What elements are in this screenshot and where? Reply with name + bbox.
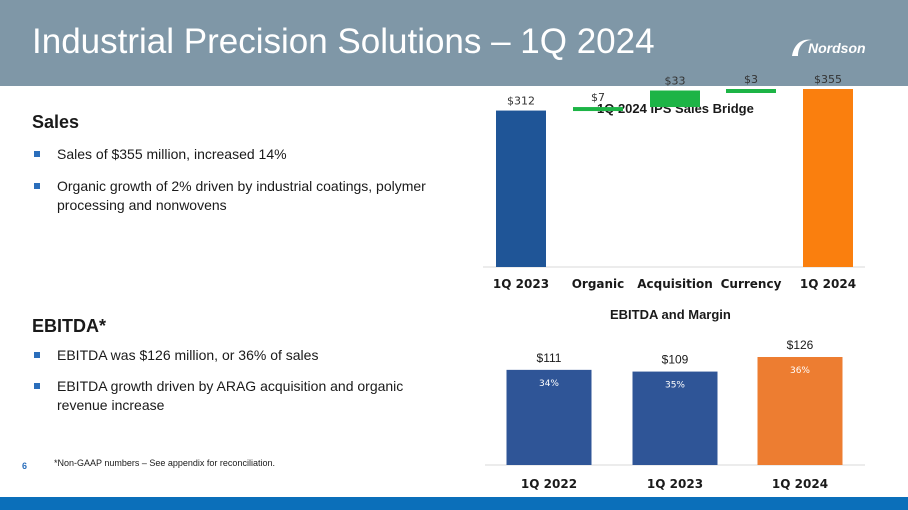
bridge-bar-acquisition bbox=[650, 90, 700, 108]
ebitda-category-label: 1Q 2024 bbox=[772, 477, 828, 491]
bridge-value-label: $3 bbox=[744, 73, 758, 86]
sales-bullet-2-text: Organic growth of 2% driven by industria… bbox=[57, 178, 426, 213]
sales-heading: Sales bbox=[32, 112, 80, 132]
ebitda-heading: EBITDA* bbox=[32, 316, 107, 336]
bridge-value-label: $33 bbox=[665, 75, 686, 88]
bullet-square-icon bbox=[34, 151, 40, 157]
sales-bullet-1-text: Sales of $355 million, increased 14% bbox=[57, 146, 287, 162]
ebitda-value-label: $126 bbox=[787, 338, 814, 352]
ebitda-bar-1q-2024 bbox=[757, 357, 843, 465]
ebitda-chart-title: EBITDA and Margin bbox=[610, 307, 731, 322]
bridge-category-label: Currency bbox=[721, 277, 782, 291]
bridge-category-label: 1Q 2024 bbox=[800, 277, 856, 291]
footnote: *Non-GAAP numbers – See appendix for rec… bbox=[54, 458, 275, 468]
bridge-chart-title: 1Q 2024 IPS Sales Bridge bbox=[597, 101, 754, 116]
bridge-category-label: Organic bbox=[572, 277, 625, 291]
ebitda-category-label: 1Q 2022 bbox=[521, 477, 577, 491]
ebitda-bullet-2-text: EBITDA growth driven by ARAG acquisition… bbox=[57, 378, 404, 413]
ebitda-bullet-1-text: EBITDA was $126 million, or 36% of sales bbox=[57, 347, 319, 363]
slide-title: Industrial Precision Solutions – 1Q 2024 bbox=[32, 22, 655, 61]
bridge-bar-1q-2024 bbox=[803, 89, 853, 267]
ebitda-margin-label: 36% bbox=[790, 366, 810, 376]
bridge-value-label: $312 bbox=[507, 95, 535, 108]
ebitda-value-label: $109 bbox=[662, 353, 689, 367]
nordson-logo-icon bbox=[792, 39, 812, 56]
ebitda-bullet-2: EBITDA growth driven by ARAG acquisition… bbox=[34, 377, 457, 415]
bullet-square-icon bbox=[34, 183, 40, 189]
bridge-bar-currency bbox=[726, 89, 776, 93]
ebitda-margin-label: 34% bbox=[539, 379, 559, 389]
bridge-bar-organic bbox=[573, 107, 623, 112]
sales-bullet-1: Sales of $355 million, increased 14% bbox=[34, 145, 457, 164]
ebitda-category-label: 1Q 2023 bbox=[647, 477, 703, 491]
bridge-category-label: Acquisition bbox=[637, 277, 713, 291]
ebitda-value-label: $111 bbox=[537, 351, 562, 365]
bridge-value-label: $355 bbox=[814, 73, 842, 86]
bullet-square-icon bbox=[34, 352, 40, 358]
ebitda-bullet-1: EBITDA was $126 million, or 36% of sales bbox=[34, 346, 457, 365]
bridge-category-label: 1Q 2023 bbox=[493, 277, 549, 291]
bridge-bar-1q-2023 bbox=[496, 110, 546, 267]
header-bar: Industrial Precision Solutions – 1Q 2024… bbox=[0, 0, 908, 86]
ebitda-bar-1q-2022 bbox=[506, 369, 592, 465]
ebitda-margin-label: 35% bbox=[665, 381, 685, 391]
ebitda-bar-1q-2023 bbox=[632, 371, 718, 465]
page-number: 6 bbox=[22, 461, 28, 471]
bridge-value-label: $7 bbox=[591, 91, 605, 104]
nordson-logo-text: Nordson bbox=[808, 40, 866, 56]
footer-bar bbox=[0, 497, 908, 510]
sales-bullet-2: Organic growth of 2% driven by industria… bbox=[34, 177, 457, 215]
bullet-square-icon bbox=[34, 383, 40, 389]
